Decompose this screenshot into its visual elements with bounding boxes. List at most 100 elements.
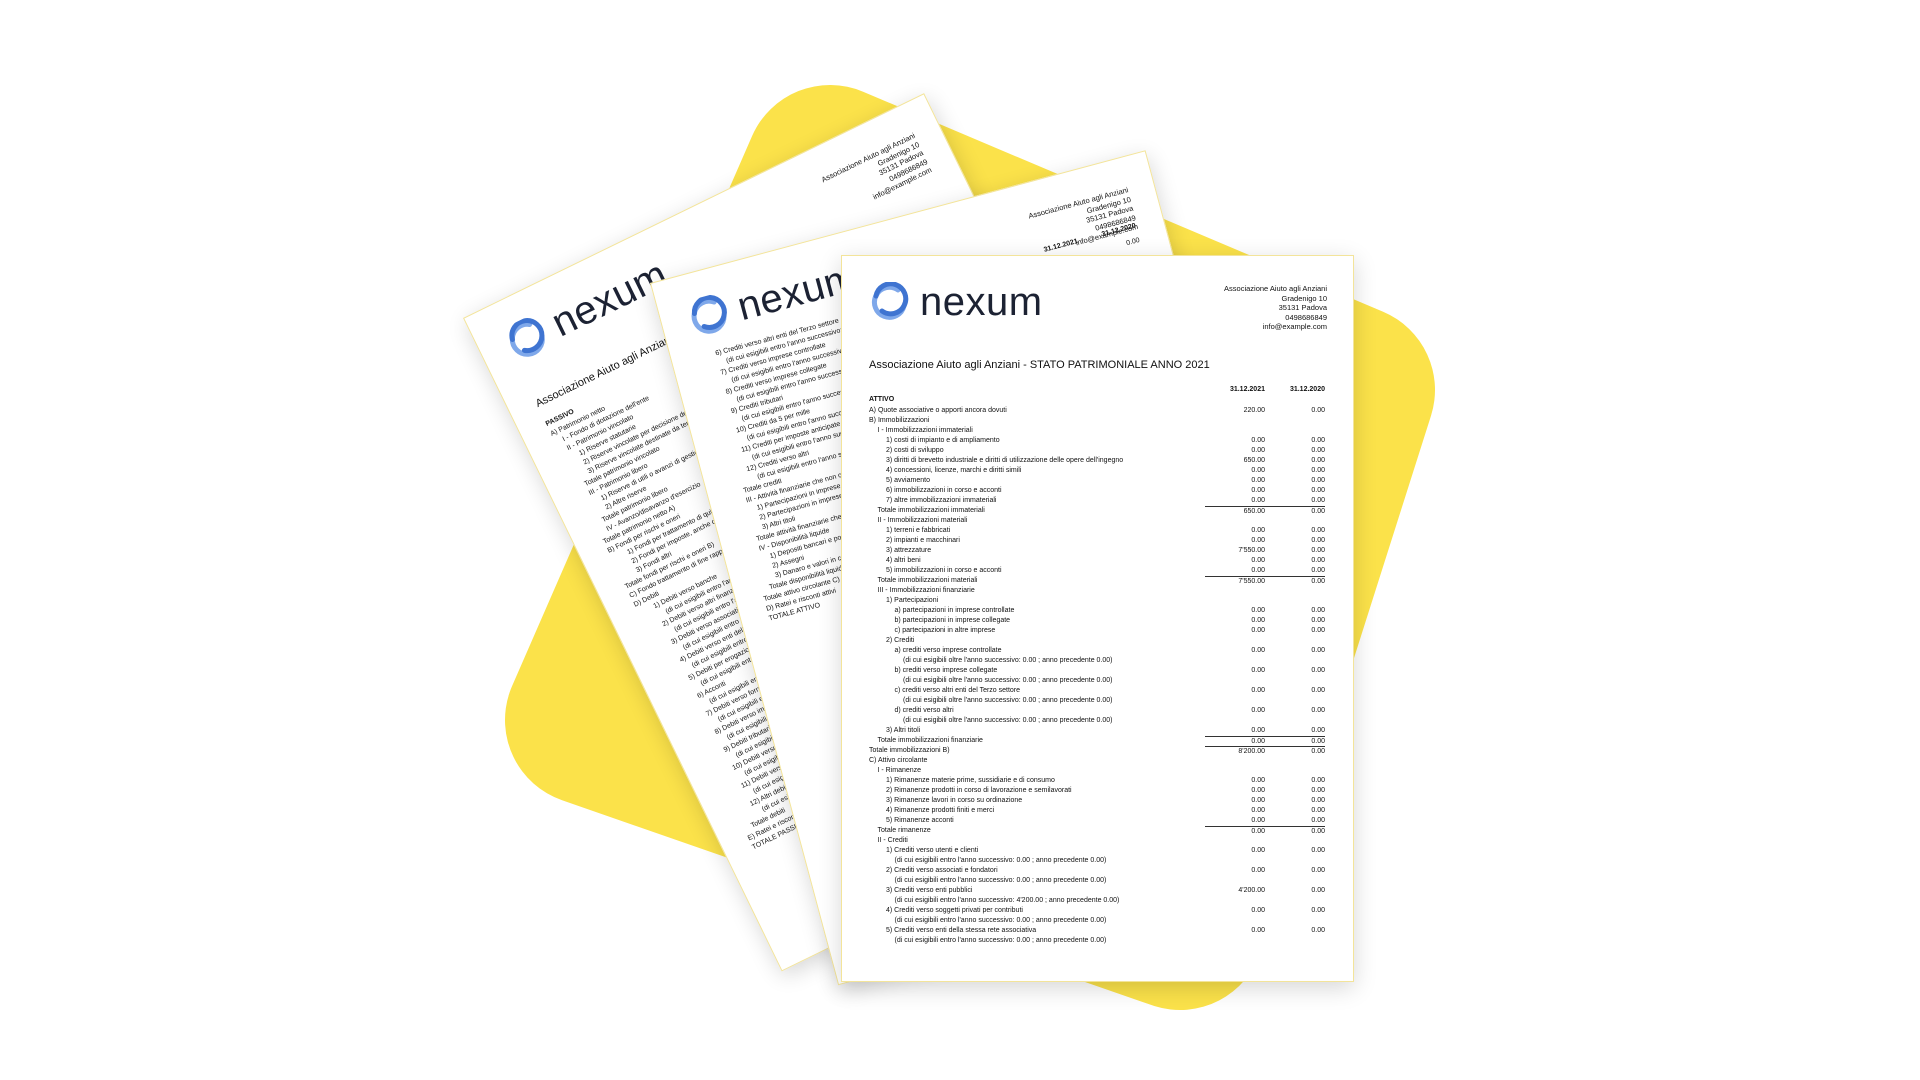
table-row: 4) Crediti verso soggetti privati per co…	[842, 906, 1353, 916]
row-label: 6) immobilizzazioni in corso e acconti	[886, 487, 1002, 494]
table-row: Totale rimanenze 0.00 0.00	[842, 826, 1353, 836]
row-label: 5) Crediti verso enti della stessa rete …	[886, 927, 1037, 934]
row-value: 0.00	[1311, 797, 1325, 804]
table-row: C) Attivo circolante	[842, 756, 1353, 766]
row-label: (di cui esigibili entro l'anno successiv…	[894, 897, 1120, 904]
table-row: Totale immobilizzazioni immateriali 650.0…	[842, 506, 1353, 516]
document-sheet: nexum Associazione Aiuto agli Anziani Grad…	[841, 255, 1354, 982]
row-label: 2) Crediti	[886, 637, 915, 644]
row-value: 0.00	[1251, 447, 1265, 454]
row-label: Totale rimanenze	[877, 827, 931, 834]
section-heading: ATTIVO	[869, 396, 895, 403]
row-value: 0.00	[1251, 817, 1265, 824]
table-row: 2) Rimanenze prodotti in corso di lavora…	[842, 786, 1353, 796]
address-line: Gradenigo 10	[1281, 293, 1327, 303]
row-value: 0.00	[1311, 667, 1325, 674]
table-row: (di cui esigibili entro l'anno successiv…	[842, 876, 1353, 886]
table-row: 1) Partecipazioni	[842, 596, 1353, 606]
logo: nexum	[683, 255, 863, 341]
row-label: 3) Altri titoli	[886, 727, 921, 734]
row-label: 3) attrezzature	[886, 547, 932, 554]
table-row: 2) Crediti	[842, 636, 1353, 646]
row-label: 2) Rimanenze prodotti in corso di lavora…	[886, 787, 1072, 794]
table-row: 3) Altri titoli 0.00 0.00	[842, 726, 1353, 736]
logo-icon	[871, 282, 909, 320]
row-value: 0.00	[1205, 826, 1265, 836]
row-value: 7'550.00	[1205, 576, 1265, 586]
row-value: 0.00	[1311, 927, 1325, 934]
row-value: 0.00	[1251, 777, 1265, 784]
row-value: 0.00	[1251, 467, 1265, 474]
row-value: 0.00	[1311, 547, 1325, 554]
row-value: 8'200.00	[1205, 746, 1265, 756]
table-row: 6) immobilizzazioni in corso e acconti 0.…	[842, 486, 1353, 496]
row-value: 0.00	[1251, 807, 1265, 814]
row-value: 0.00	[1265, 826, 1325, 836]
row-value: 0.00	[1251, 527, 1265, 534]
row-value: 0.00	[1251, 707, 1265, 714]
address-line: 35131 Padova	[1278, 303, 1327, 313]
row-value: 220.00	[1243, 407, 1265, 414]
row-value: 0.00	[1205, 736, 1265, 746]
row-label: I - Immobilizzazioni immateriali	[877, 427, 973, 434]
row-label: 4) concessioni, licenze, marchi e diritt…	[886, 467, 1022, 474]
document-title: Associazione Aiuto agli Anziani - STATO …	[869, 359, 1210, 371]
table-row: I - Immobilizzazioni immateriali	[842, 426, 1353, 436]
table-row: b) crediti verso imprese collegate 0.00 0.…	[842, 666, 1353, 676]
row-label: 1) Rimanenze materie prime, sussidiarie …	[886, 777, 1055, 784]
row-value: 0.00	[1311, 787, 1325, 794]
table-row: B) Immobilizzazioni	[842, 416, 1353, 426]
table-row: (di cui esigibili oltre l'anno successiv…	[842, 656, 1353, 666]
row-value: 0.00	[1251, 787, 1265, 794]
row-label: d) crediti verso altri	[894, 707, 954, 714]
table-row: 4) altri beni 0.00 0.00	[842, 556, 1353, 566]
table-row: b) partecipazioni in imprese collegate 0.…	[842, 616, 1353, 626]
table-row: A) Quote associative o apporti ancora do…	[842, 406, 1353, 416]
table-row: (di cui esigibili entro l'anno successiv…	[842, 936, 1353, 946]
row-value: 0.00	[1251, 567, 1265, 574]
row-label: (di cui esigibili entro l'anno successiv…	[894, 937, 1107, 944]
table-row: 5) immobilizzazioni in corso e acconti 0.…	[842, 566, 1353, 576]
row-label: a) partecipazioni in imprese controllate	[894, 607, 1015, 614]
row-value: 0.00	[1311, 617, 1325, 624]
table-row: II - Immobilizzazioni materiali	[842, 516, 1353, 526]
column-header: 31.12.2020	[1289, 386, 1325, 393]
row-value: 0.00	[1311, 707, 1325, 714]
row-label: Totale immobilizzazioni finanziarie	[877, 737, 983, 744]
table-row: 5) avviamento 0.00 0.00	[842, 476, 1353, 486]
row-value: 0.00	[1251, 437, 1265, 444]
row-value: 0.00	[1251, 487, 1265, 494]
table-row: (di cui esigibili oltre l'anno successiv…	[842, 676, 1353, 686]
row-value: 0.00	[1251, 867, 1265, 874]
column-headers: 31.12.2021 31.12.2020	[842, 386, 1353, 396]
row-label: A) Quote associative o apporti ancora do…	[869, 407, 1007, 414]
row-value: 0.00	[1251, 607, 1265, 614]
row-label: 1) costi di impianto e di ampliamento	[886, 437, 1000, 444]
row-value: 0.00	[1251, 927, 1265, 934]
row-value: 0.00	[1251, 797, 1265, 804]
column-header: 31.12.2021	[1229, 386, 1265, 393]
row-value: 0.00	[1251, 537, 1265, 544]
row-label: c) partecipazioni in altre imprese	[894, 627, 996, 634]
row-label: 4) Crediti verso soggetti privati per co…	[886, 907, 1023, 914]
table-row: 5) Rimanenze acconti 0.00 0.00	[842, 816, 1353, 826]
row-value: 0.00	[1311, 537, 1325, 544]
table-row: 7) altre immobilizzazioni immateriali 0.0…	[842, 496, 1353, 506]
row-label: 4) altri beni	[886, 557, 921, 564]
row-value: 0.00	[1311, 867, 1325, 874]
logo-icon	[691, 294, 727, 334]
table-row: 3) diritti di brevetto industriale e dir…	[842, 456, 1353, 466]
row-value: 0.00	[1251, 617, 1265, 624]
row-value: 0.00	[1311, 437, 1325, 444]
table-row: 1) terreni e fabbricati 0.00 0.00	[842, 526, 1353, 536]
row-label: 1) Partecipazioni	[886, 597, 939, 604]
row-label: c) crediti verso altri enti del Terzo se…	[894, 687, 1021, 694]
table-row: 1) Crediti verso utenti e clienti 0.00 0.0…	[842, 846, 1353, 856]
logo-text: nexum	[920, 280, 1043, 324]
row-label: 2) costi di sviluppo	[886, 447, 944, 454]
row-value: 0.00	[1251, 647, 1265, 654]
row-label: 3) Rimanenze lavori in corso su ordinazi…	[886, 797, 1023, 804]
row-value: 0.00	[1251, 907, 1265, 914]
